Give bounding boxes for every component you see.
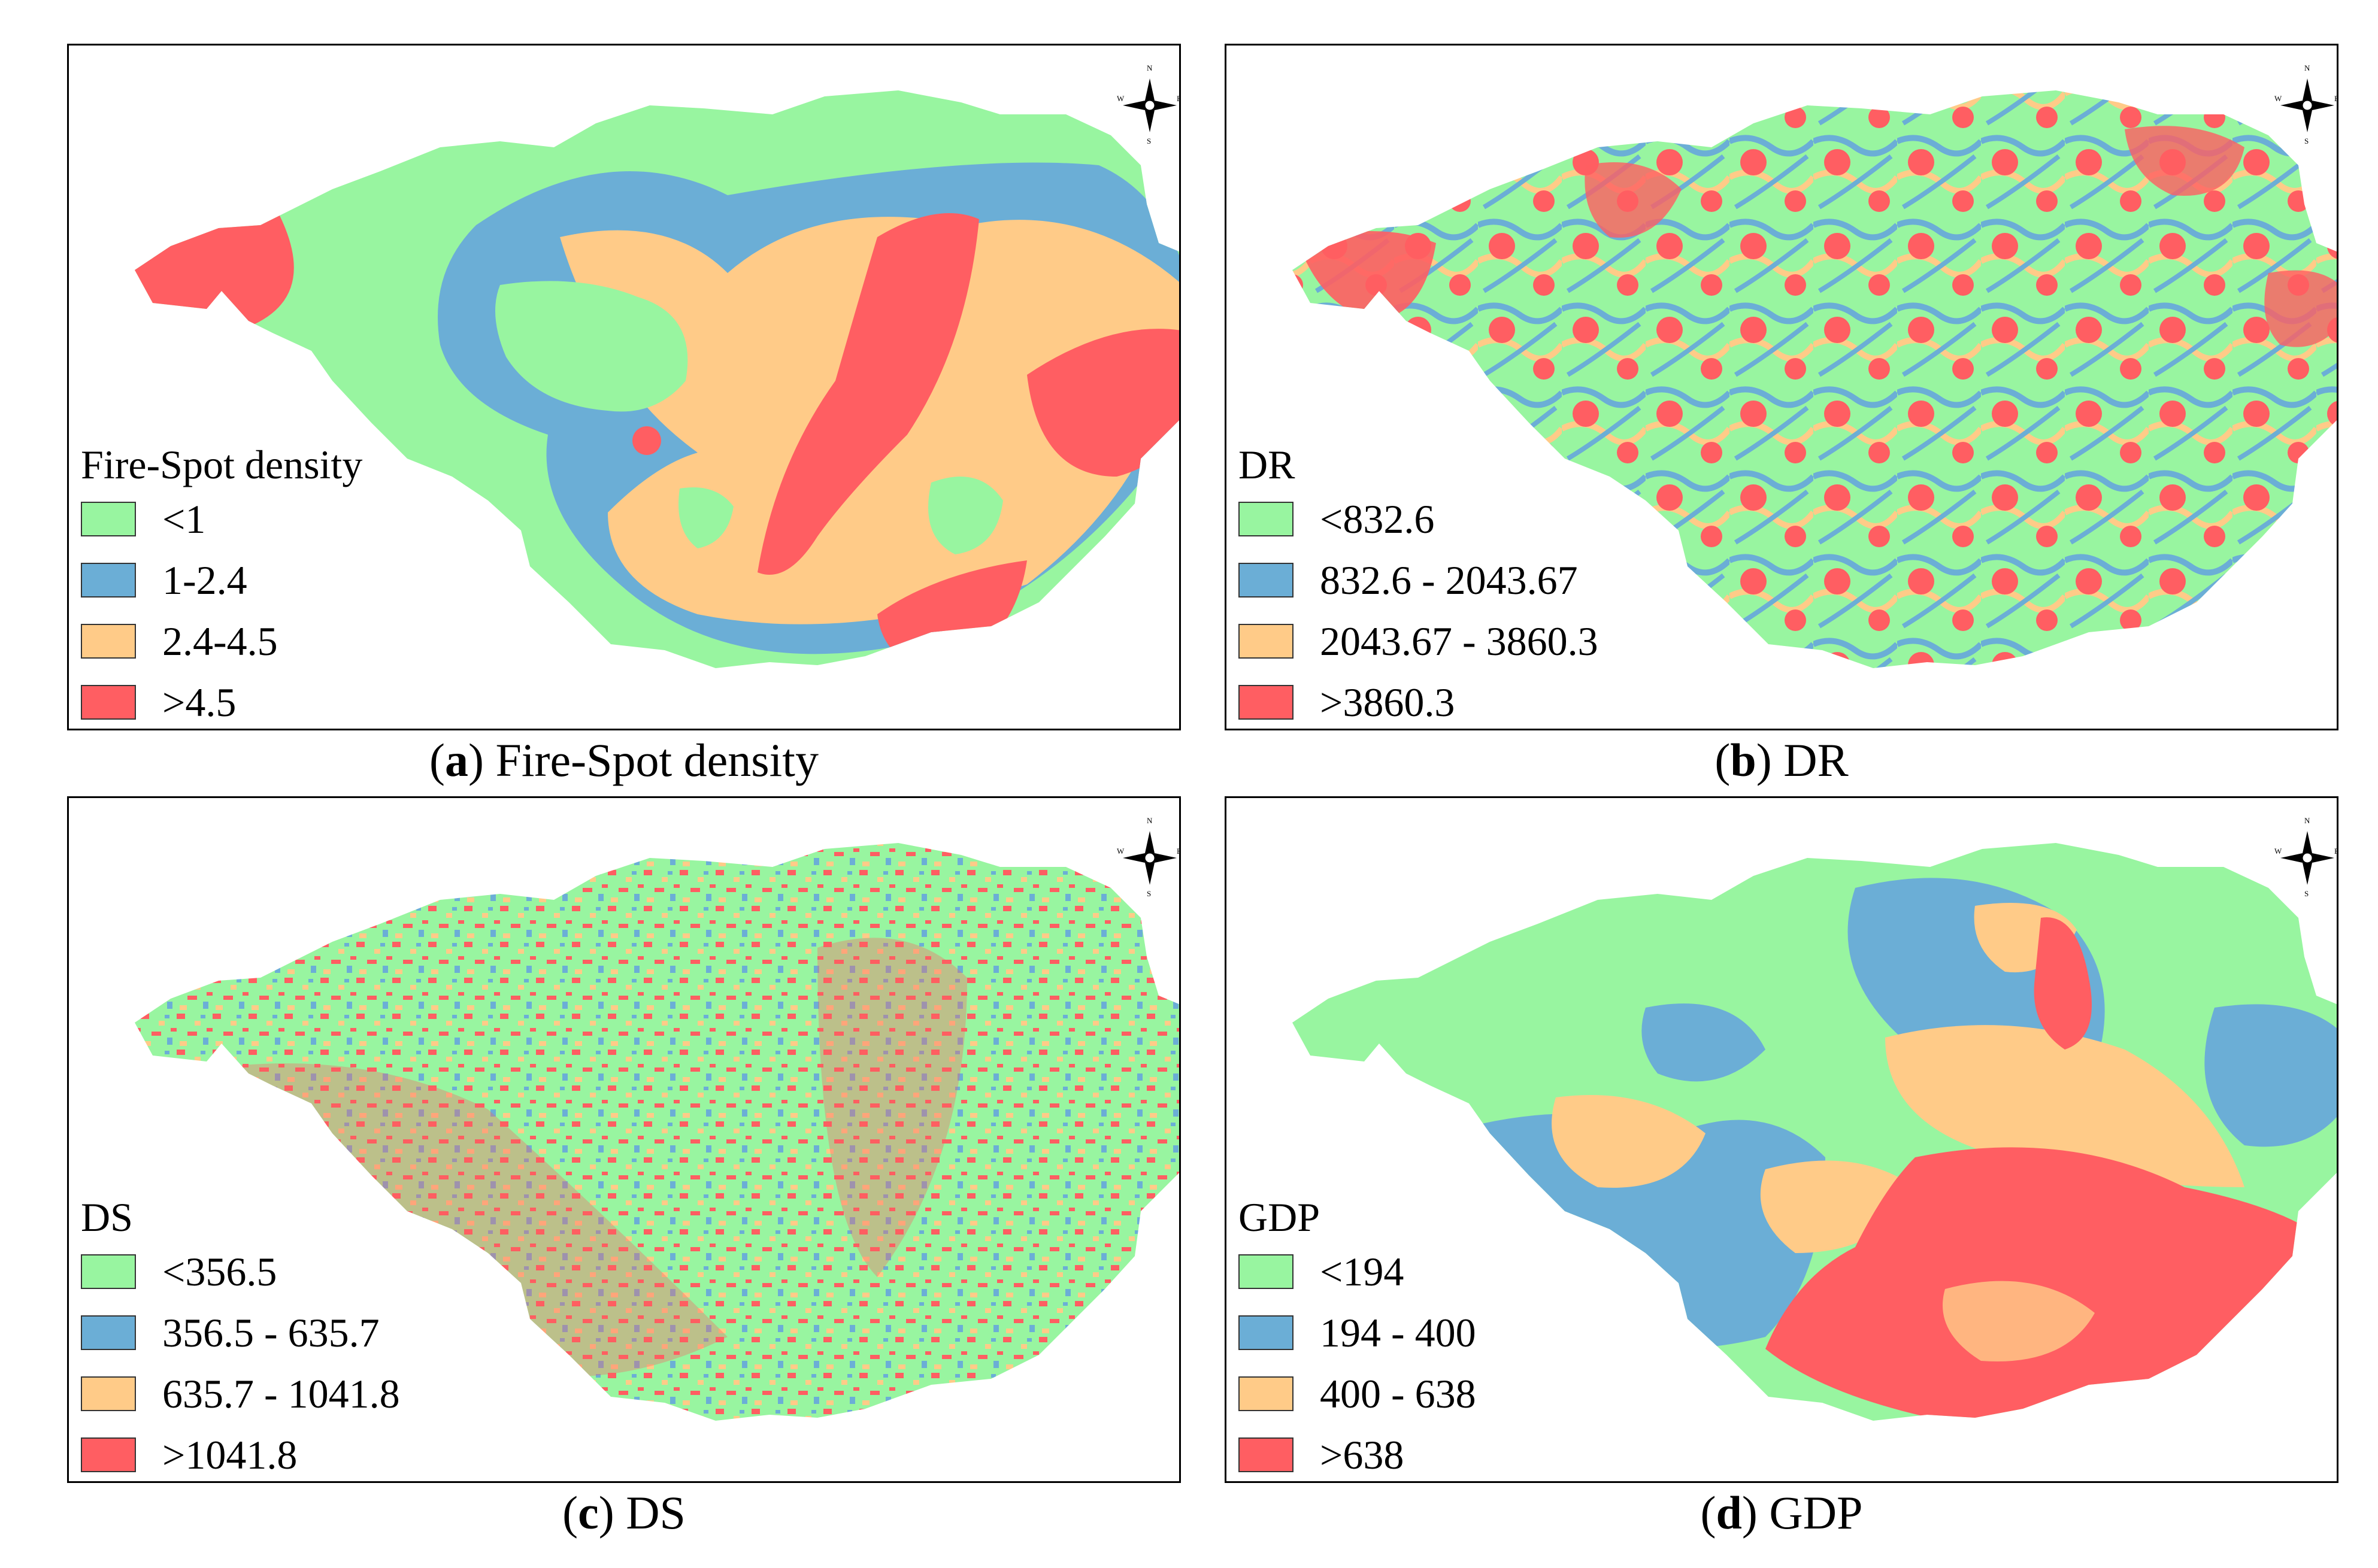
- legend: GDP <194 194 - 400 400 - 638 >638: [1238, 1193, 1476, 1481]
- caption-letter: b: [1730, 734, 1756, 786]
- map-panel-gdp: N S W E GDP <194 194 - 400 400 - 638 >63…: [1225, 796, 2338, 1483]
- legend-item: 635.7 - 1041.8: [81, 1363, 400, 1424]
- compass-east-label: E: [2334, 94, 2337, 104]
- legend-item: 356.5 - 635.7: [81, 1302, 400, 1363]
- legend: DR <832.6 832.6 - 2043.67 2043.67 - 3860…: [1238, 441, 1598, 729]
- caption-letter: d: [1716, 1487, 1742, 1539]
- caption-d: (d) GDP: [1700, 1487, 1863, 1539]
- legend-label: 400 - 638: [1320, 1370, 1476, 1417]
- legend-item: >4.5: [81, 672, 362, 729]
- compass-south-label: S: [1147, 137, 1152, 145]
- legend-title: DS: [81, 1194, 133, 1240]
- map-panel-fire-spot-density: N S W E Fire-Spot density <1 1-2.4 2.4-4…: [67, 44, 1181, 730]
- caption-text: DR: [1783, 734, 1849, 786]
- legend-label: >3860.3: [1320, 679, 1455, 725]
- legend-title: DR: [1238, 442, 1295, 487]
- compass-north-label: N: [2304, 63, 2310, 72]
- legend-label: 2043.67 - 3860.3: [1320, 618, 1598, 664]
- legend-label: <194: [1320, 1248, 1404, 1294]
- legend-swatch-red: [1238, 1437, 1293, 1472]
- legend-label: 1-2.4: [162, 557, 247, 603]
- compass-south-label: S: [2304, 889, 2309, 898]
- caption-c: (c) DS: [562, 1487, 686, 1539]
- legend-item: >1041.8: [81, 1424, 400, 1481]
- caption-text: Fire-Spot density: [495, 734, 819, 786]
- compass-west-label: W: [2274, 847, 2282, 856]
- compass-rose-icon: N S W E: [1117, 813, 1179, 903]
- legend-item: <1: [81, 489, 362, 550]
- legend-swatch-green: [1238, 502, 1293, 536]
- legend-label: <356.5: [162, 1248, 277, 1294]
- caption-text: DS: [626, 1487, 686, 1539]
- legend-label: >1041.8: [162, 1431, 298, 1478]
- legend-swatch-orange: [81, 624, 136, 659]
- compass-west-label: W: [1117, 94, 1125, 103]
- legend-label: <832.6: [1320, 496, 1435, 542]
- compass-north-label: N: [1147, 63, 1153, 72]
- caption-text: GDP: [1769, 1487, 1863, 1539]
- legend-swatch-blue: [1238, 1315, 1293, 1350]
- legend-item: >3860.3: [1238, 672, 1598, 729]
- legend-swatch-red: [81, 1437, 136, 1472]
- legend-label: <1: [162, 496, 206, 542]
- map-panel-ds: N S W E DS <356.5 356.5 - 635.7 635.7 - …: [67, 796, 1181, 1483]
- legend-item: <832.6: [1238, 489, 1598, 550]
- caption-letter: a: [445, 734, 468, 786]
- legend-item: 1-2.4: [81, 550, 362, 611]
- legend-swatch-red: [1238, 685, 1293, 720]
- compass-east-label: E: [1177, 94, 1179, 104]
- ds-map: [135, 843, 1179, 1421]
- legend-item: <356.5: [81, 1241, 400, 1302]
- caption-b: (b) DR: [1714, 734, 1849, 786]
- legend-swatch-green: [81, 1254, 136, 1289]
- legend-swatch-blue: [1238, 563, 1293, 598]
- compass-rose-icon: N S W E: [1117, 60, 1179, 150]
- compass-north-label: N: [1147, 816, 1153, 825]
- caption-a: (a) Fire-Spot density: [429, 734, 819, 786]
- dr-map: [1292, 90, 2337, 668]
- compass-north-label: N: [2304, 816, 2310, 825]
- legend-swatch-green: [81, 502, 136, 536]
- legend-item: <194: [1238, 1241, 1476, 1302]
- legend-label: 356.5 - 635.7: [162, 1309, 380, 1355]
- compass-east-label: E: [2334, 847, 2337, 856]
- legend-item: 832.6 - 2043.67: [1238, 550, 1598, 611]
- legend-label: 635.7 - 1041.8: [162, 1370, 400, 1417]
- legend-swatch-blue: [81, 1315, 136, 1350]
- compass-west-label: W: [2274, 94, 2282, 103]
- fire-spot-density-map: [135, 90, 1179, 668]
- caption-letter: c: [578, 1487, 599, 1539]
- legend-item: 2043.67 - 3860.3: [1238, 611, 1598, 672]
- legend: DS <356.5 356.5 - 635.7 635.7 - 1041.8 >…: [81, 1193, 400, 1481]
- legend-label: >4.5: [162, 679, 237, 725]
- legend-item: 194 - 400: [1238, 1302, 1476, 1363]
- legend-item: 400 - 638: [1238, 1363, 1476, 1424]
- legend-label: 832.6 - 2043.67: [1320, 557, 1578, 603]
- legend-item: 2.4-4.5: [81, 611, 362, 672]
- compass-rose-icon: N S W E: [2274, 813, 2337, 903]
- legend-title: Fire-Spot density: [81, 442, 363, 487]
- compass-west-label: W: [1117, 847, 1125, 856]
- legend-swatch-orange: [1238, 1376, 1293, 1411]
- legend-swatch-red: [81, 685, 136, 720]
- legend-swatch-blue: [81, 563, 136, 598]
- legend-label: 2.4-4.5: [162, 618, 278, 664]
- compass-east-label: E: [1177, 847, 1179, 856]
- legend: Fire-Spot density <1 1-2.4 2.4-4.5 >4.5: [81, 441, 363, 729]
- legend-label: >638: [1320, 1431, 1404, 1478]
- map-panel-dr: N S W E DR <832.6 832.6 - 2043.67 2043.6…: [1225, 44, 2338, 730]
- compass-south-label: S: [2304, 137, 2309, 145]
- legend-swatch-orange: [1238, 624, 1293, 659]
- compass-rose-icon: N S W E: [2274, 60, 2337, 150]
- legend-swatch-green: [1238, 1254, 1293, 1289]
- gdp-map: [1292, 843, 2337, 1421]
- legend-item: >638: [1238, 1424, 1476, 1481]
- legend-title: GDP: [1238, 1194, 1320, 1240]
- compass-south-label: S: [1147, 889, 1152, 898]
- legend-swatch-orange: [81, 1376, 136, 1411]
- legend-label: 194 - 400: [1320, 1309, 1476, 1355]
